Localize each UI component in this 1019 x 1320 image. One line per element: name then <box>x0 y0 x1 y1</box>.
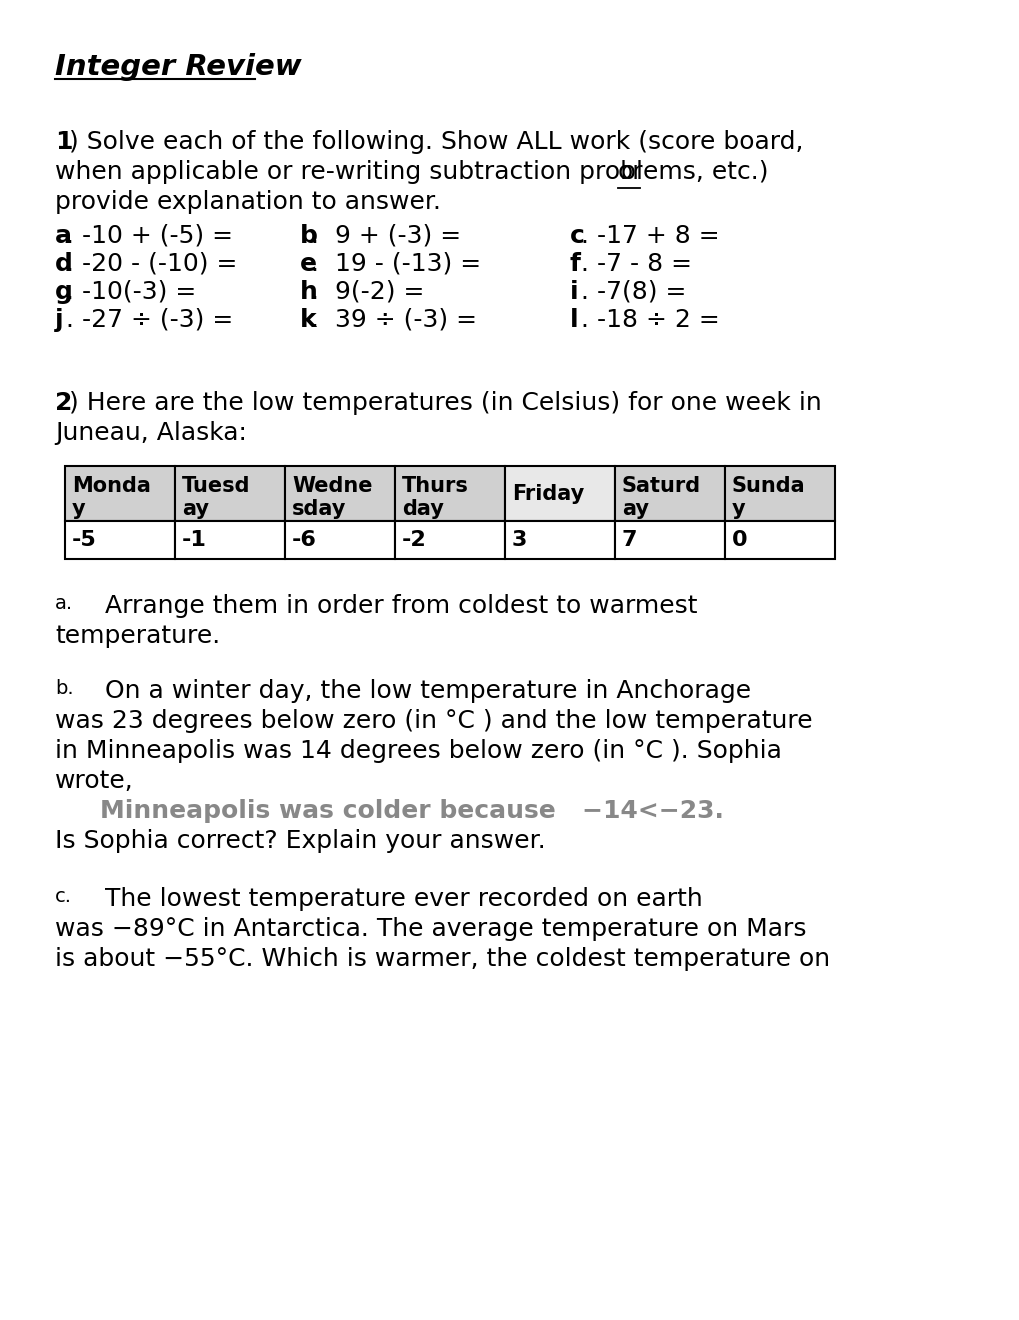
Bar <box>394 466 504 521</box>
Text: provide explanation to answer.: provide explanation to answer. <box>55 190 440 214</box>
Text: a: a <box>55 224 72 248</box>
Bar <box>394 521 504 558</box>
Bar <box>504 466 614 521</box>
Text: was 23 degrees below zero (in °C ) and the low temperature: was 23 degrees below zero (in °C ) and t… <box>55 709 812 733</box>
Text: -5: -5 <box>72 531 97 550</box>
Bar <box>284 521 394 558</box>
Bar <box>504 521 614 558</box>
Text: . -7 - 8 =: . -7 - 8 = <box>581 252 691 276</box>
Text: On a winter day, the low temperature in Anchorage: On a winter day, the low temperature in … <box>105 678 750 704</box>
Text: The lowest temperature ever recorded on earth: The lowest temperature ever recorded on … <box>105 887 702 911</box>
Text: b.: b. <box>55 678 73 698</box>
Text: c: c <box>570 224 584 248</box>
Text: Sunda: Sunda <box>732 477 805 496</box>
Text: y: y <box>72 499 86 519</box>
Text: b: b <box>300 224 318 248</box>
Text: Minneapolis was colder because   −14<−23.: Minneapolis was colder because −14<−23. <box>100 799 723 822</box>
Bar <box>725 466 835 521</box>
Text: e: e <box>300 252 317 276</box>
Text: . -10 + (-5) =: . -10 + (-5) = <box>66 224 232 248</box>
Text: -6: -6 <box>291 531 317 550</box>
Text: Thurs: Thurs <box>401 477 469 496</box>
Text: . -10(-3) =: . -10(-3) = <box>66 280 196 304</box>
Text: is about −55°C. Which is warmer, the coldest temperature on: is about −55°C. Which is warmer, the col… <box>55 946 829 972</box>
Text: g: g <box>55 280 72 304</box>
Text: sday: sday <box>291 499 346 519</box>
Text: Monda: Monda <box>72 477 151 496</box>
Text: . -7(8) =: . -7(8) = <box>581 280 686 304</box>
Text: Friday: Friday <box>512 483 584 503</box>
Text: ay: ay <box>181 499 209 519</box>
Text: or: or <box>618 160 643 183</box>
Text: in Minneapolis was 14 degrees below zero (in °C ). Sophia: in Minneapolis was 14 degrees below zero… <box>55 739 782 763</box>
Text: y: y <box>732 499 745 519</box>
Text: Wedne: Wedne <box>291 477 372 496</box>
Text: k: k <box>300 308 316 333</box>
Text: Integer Review: Integer Review <box>55 53 302 81</box>
Text: l: l <box>570 308 578 333</box>
Text: h: h <box>300 280 318 304</box>
Text: . -27 ÷ (-3) =: . -27 ÷ (-3) = <box>66 308 233 333</box>
Text: was −89°C in Antarctica. The average temperature on Mars: was −89°C in Antarctica. The average tem… <box>55 917 806 941</box>
Bar <box>614 521 725 558</box>
Text: Is Sophia correct? Explain your answer.: Is Sophia correct? Explain your answer. <box>55 829 545 853</box>
Text: .  9 + (-3) =: . 9 + (-3) = <box>311 224 461 248</box>
Text: 0: 0 <box>732 531 747 550</box>
Text: ay: ay <box>622 499 648 519</box>
Text: . -18 ÷ 2 =: . -18 ÷ 2 = <box>581 308 719 333</box>
Text: .  39 ÷ (-3) =: . 39 ÷ (-3) = <box>311 308 477 333</box>
Text: 1: 1 <box>55 129 72 154</box>
Bar <box>175 466 284 521</box>
Text: when applicable or re-writing subtraction problems, etc.): when applicable or re-writing subtractio… <box>55 160 775 183</box>
Bar <box>614 466 725 521</box>
Text: f: f <box>570 252 580 276</box>
Text: ) Solve each of the following. Show ALL work (score board,: ) Solve each of the following. Show ALL … <box>69 129 803 154</box>
Text: ) Here are the low temperatures (in Celsius) for one week in: ) Here are the low temperatures (in Cels… <box>69 391 821 414</box>
Text: 7: 7 <box>622 531 637 550</box>
Text: -2: -2 <box>401 531 426 550</box>
Bar <box>284 466 394 521</box>
Text: -1: -1 <box>181 531 207 550</box>
Text: .  19 - (-13) =: . 19 - (-13) = <box>311 252 481 276</box>
Bar <box>65 466 175 521</box>
Text: . -17 + 8 =: . -17 + 8 = <box>581 224 719 248</box>
Text: day: day <box>401 499 443 519</box>
Bar <box>65 521 175 558</box>
Text: . -20 - (-10) =: . -20 - (-10) = <box>66 252 237 276</box>
Text: temperature.: temperature. <box>55 624 220 648</box>
Text: Saturd: Saturd <box>622 477 700 496</box>
Text: a.: a. <box>55 594 73 612</box>
Text: i: i <box>570 280 578 304</box>
Text: Arrange them in order from coldest to warmest: Arrange them in order from coldest to wa… <box>105 594 697 618</box>
Text: c.: c. <box>55 887 72 906</box>
Text: j: j <box>55 308 63 333</box>
Text: Tuesd: Tuesd <box>181 477 251 496</box>
Text: 2: 2 <box>55 391 72 414</box>
Text: wrote,: wrote, <box>55 770 133 793</box>
Text: .  9(-2) =: . 9(-2) = <box>311 280 424 304</box>
Bar <box>725 521 835 558</box>
Text: Juneau, Alaska:: Juneau, Alaska: <box>55 421 247 445</box>
Text: d: d <box>55 252 72 276</box>
Text: 3: 3 <box>512 531 527 550</box>
Bar <box>175 521 284 558</box>
